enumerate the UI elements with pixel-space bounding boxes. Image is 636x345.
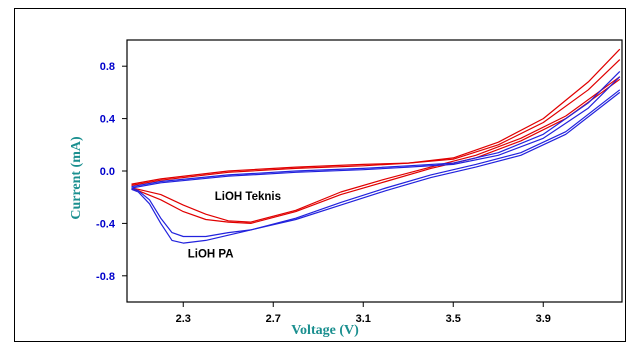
series-line-1	[131, 59, 621, 186]
y-tick-label: 0.4	[100, 114, 116, 126]
plot-area-frame	[126, 39, 623, 303]
x-tick-label: 3.1	[356, 313, 371, 325]
x-tick-label: 3.9	[536, 313, 551, 325]
series-line-3	[131, 78, 621, 224]
y-tick-label: 0.8	[100, 61, 115, 73]
series-line-2	[131, 76, 621, 223]
series-line-6	[131, 89, 621, 244]
y-tick-label: -0.8	[96, 271, 115, 283]
x-axis-title: Voltage (V)	[291, 323, 359, 338]
y-axis-title: Current (mA)	[69, 136, 84, 220]
series-line-4	[131, 70, 621, 188]
series-line-5	[131, 76, 621, 189]
y-tick-label: 0.0	[100, 166, 115, 178]
y-tick-label: -0.4	[96, 218, 116, 230]
curve-annotation-0: LiOH Teknis	[215, 191, 281, 203]
series-line-7	[131, 91, 621, 238]
curve-annotation-1: LiOH PA	[188, 248, 234, 260]
x-tick-label: 3.5	[446, 313, 461, 325]
series-line-0	[131, 48, 621, 185]
x-tick-label: 2.7	[266, 313, 281, 325]
figure-frame	[14, 8, 626, 342]
x-tick-label: 2.3	[176, 313, 191, 325]
